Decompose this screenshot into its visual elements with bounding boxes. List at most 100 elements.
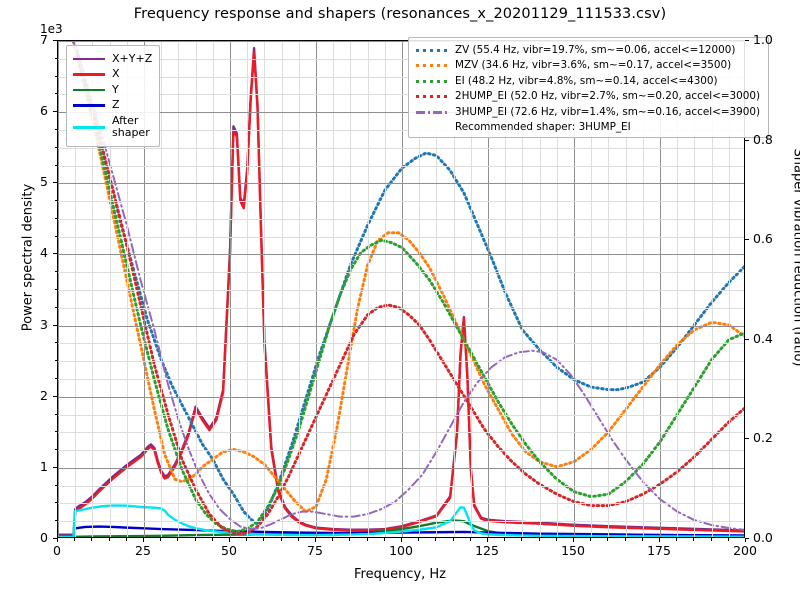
y-axis-right-tick-mark [745,239,749,241]
x-axis-tick-mark-minor [383,538,385,541]
legend-axes-item-z[interactable]: Z [72,98,152,114]
grid-line-x-major [660,41,661,537]
y-axis-tick-label: 5 [40,174,48,190]
legend-shaper-item-ei[interactable]: EI (48.2 Hz, vibr=4.8%, sm~=0.14, accel<… [415,73,760,89]
grid-line-x-major [402,41,403,537]
y-axis-tick-mark-minor [54,217,57,219]
grid-line-x-minor [264,41,266,537]
x-axis-tick-mark-minor [160,538,162,541]
grid-line-y-minor [58,236,744,238]
x-axis-tick-mark-minor [297,538,299,541]
y-axis-right-tick-label: 0.2 [753,430,773,446]
y-axis-tick-mark-minor [54,235,57,237]
x-axis-tick-mark-minor [607,538,609,541]
grid-line-y-major [58,254,744,256]
y-axis-right-tick-mark [745,40,749,41]
grid-line-y-minor [58,147,744,149]
x-axis-tick-mark-minor [504,538,506,541]
y-axis-tick-label: 7 [40,32,48,47]
legend-axes-item-x[interactable]: X [72,67,152,83]
legend-shapers[interactable]: ZV (55.4 Hz, vibr=19.7%, sm~=0.06, accel… [408,37,770,138]
y-axis-tick-mark-minor [54,128,57,130]
grid-line-x-major [230,41,231,537]
legend-shaper-item-mzv[interactable]: MZV (34.6 Hz, vibr=3.6%, sm~=0.17, accel… [415,58,760,74]
grid-line-x-minor [195,41,197,537]
series-ei [71,41,744,534]
grid-line-x-minor [608,41,610,537]
y-axis-right-tick-mark [745,139,749,141]
legend-line-sample [72,69,106,80]
grid-line-x-minor [367,41,369,537]
grid-line-y-minor [58,201,744,203]
legend-axes[interactable]: X+Y+Z X Y Z After shaper [66,45,161,147]
x-axis-tick-label: 150 [561,543,585,558]
x-axis-tick-mark-minor [91,538,93,541]
recommended-shaper-note: Recommended shaper: 3HUMP_EI [455,120,631,133]
legend-shaper-item-3hump-ei[interactable]: 3HUMP_EI (72.6 Hz, vibr=1.4%, sm~=0.16, … [415,104,760,120]
grid-line-x-minor [522,41,524,537]
x-axis-label: Frequency, Hz [353,567,447,582]
y-axis-tick-mark-minor [54,271,57,273]
y-axis-tick-mark-minor [54,413,57,415]
legend-shaper-item-zv[interactable]: ZV (55.4 Hz, vibr=19.7%, sm~=0.06, accel… [415,42,760,58]
y-axis-tick-mark-minor [54,431,57,433]
y-axis-tick-label: 0 [40,530,48,545]
x-axis-tick-mark-minor [366,538,368,541]
x-axis-tick-mark-minor [676,538,678,541]
x-axis-tick-mark [487,538,488,542]
y-axis-tick-mark-minor [54,75,57,77]
legend-shaper-label: MZV (34.6 Hz, vibr=3.6%, sm~=0.17, accel… [455,59,732,71]
grid-line-y-major [58,325,744,327]
grid-line-y-major [58,396,744,398]
x-axis-tick-mark-minor [418,538,420,541]
grid-line-x-minor [419,41,421,537]
grid-line-y-major [58,112,744,114]
grid-line-x-minor [109,41,111,537]
grid-line-x-minor [75,41,77,537]
y-axis-tick-mark-minor [54,57,57,59]
y-axis-right-tick-mark [745,438,749,440]
legend-axes-item-y[interactable]: Y [72,82,152,98]
grid-line-x-minor [92,41,94,537]
grid-line-y-minor [58,361,744,363]
y-axis-tick-mark-minor [54,93,57,95]
y-axis-tick-mark-minor [54,377,57,379]
grid-line-y-minor [58,521,744,523]
y-axis-tick-mark-minor [54,484,57,486]
grid-line-x-minor [298,41,300,537]
x-axis-tick-mark [573,538,574,542]
x-axis-tick-mark [143,538,144,542]
legend-axes-item-after-shaper[interactable]: After shaper [72,113,152,141]
legend-axes-item-x-y-z[interactable]: X+Y+Z [72,51,152,67]
y-axis-tick-mark-minor [54,164,57,166]
y-axis-tick-label: 1 [40,458,48,474]
x-axis-tick-mark-minor [74,538,76,541]
y-axis-tick-label: 3 [40,316,48,332]
grid-line-x-minor [728,41,730,537]
y-axis-tick-mark [53,182,57,184]
x-axis-tick-mark-minor [710,538,712,541]
grid-line-x-minor [178,41,180,537]
x-axis-tick-mark-minor [194,538,196,541]
legend-shaper-label: EI (48.2 Hz, vibr=4.8%, sm~=0.14, accel<… [455,74,718,87]
grid-line-y-major [58,183,744,185]
grid-line-x-minor [161,41,163,537]
grid-line-x-minor [436,41,438,537]
x-axis-tick-mark-minor [555,538,557,541]
grid-line-x-minor [694,41,696,537]
y-axis-tick-mark [53,253,57,255]
series-3hump-ei [72,41,744,531]
x-axis-tick-mark-minor [280,538,282,541]
legend-shaper-item-2hump-ei[interactable]: 2HUMP_EI (52.0 Hz, vibr=2.7%, sm~=0.20, … [415,89,760,105]
grid-line-y-minor [58,218,744,220]
grid-line-y-minor [58,94,744,96]
legend-axes-label: Z [112,98,120,111]
x-axis-tick-mark-minor [452,538,454,541]
x-axis-tick-mark-minor [349,538,351,541]
x-axis-tick-mark-minor [211,538,213,541]
grid-line-y-minor [58,165,744,167]
grid-line-x-major [144,41,145,537]
grid-line-y-minor [58,272,744,274]
x-axis-tick-mark-minor [521,538,523,541]
x-axis-tick-mark-minor [641,538,643,541]
